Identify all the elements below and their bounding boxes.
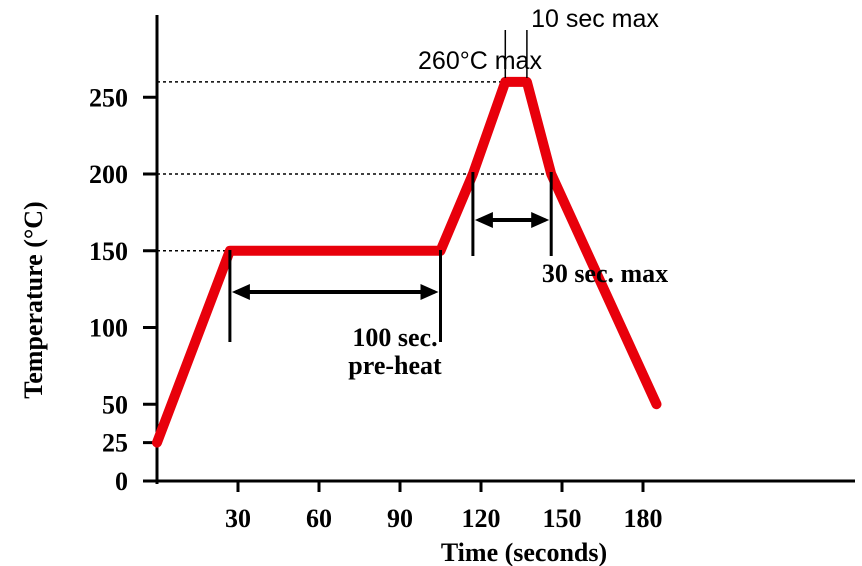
reflow-arrow-head-right <box>531 212 550 228</box>
x-tick-label-30: 30 <box>225 504 251 533</box>
x-tick-label-60: 60 <box>306 504 332 533</box>
x-axis-label: Time (seconds) <box>441 538 607 566</box>
preheat-label-line-2: pre-heat <box>348 351 442 380</box>
reflow-time-label: 30 sec. max <box>542 259 668 288</box>
y-tick-label-50: 50 <box>102 390 128 419</box>
y-tick-label-0: 0 <box>115 467 128 496</box>
preheat-label: 100 sec. pre-heat <box>348 323 442 380</box>
x-tick-label-90: 90 <box>387 504 413 533</box>
y-tick-label-150: 150 <box>89 237 128 266</box>
temperature-profile-line <box>152 76 662 448</box>
preheat-arrow-head-left <box>231 284 250 300</box>
x-tick-label-180: 180 <box>624 504 663 533</box>
x-tick-label-150: 150 <box>543 504 582 533</box>
reference-lines <box>157 81 552 252</box>
axis-ticks: 0 25 50 100 150 200 250 30 60 90 120 150 180 <box>89 83 663 533</box>
annotations: 100 sec. pre-heat 30 sec. max 10 sec max 260… <box>228 5 668 380</box>
y-tick-label-250: 250 <box>89 83 128 112</box>
preheat-label-line-1: 100 sec. <box>352 323 437 352</box>
y-tick-label-25: 25 <box>102 429 128 458</box>
y-axis-label: Temperature (°C) <box>19 201 48 398</box>
preheat-arrow-head-right <box>420 284 439 300</box>
peak-time-label: 10 sec max <box>531 5 659 33</box>
reflow-arrow-head-left <box>474 212 493 228</box>
x-tick-label-120: 120 <box>462 504 501 533</box>
y-tick-label-100: 100 <box>89 314 128 343</box>
y-tick-label-200: 200 <box>89 160 128 189</box>
peak-temperature-label: 260°C max <box>418 47 542 75</box>
